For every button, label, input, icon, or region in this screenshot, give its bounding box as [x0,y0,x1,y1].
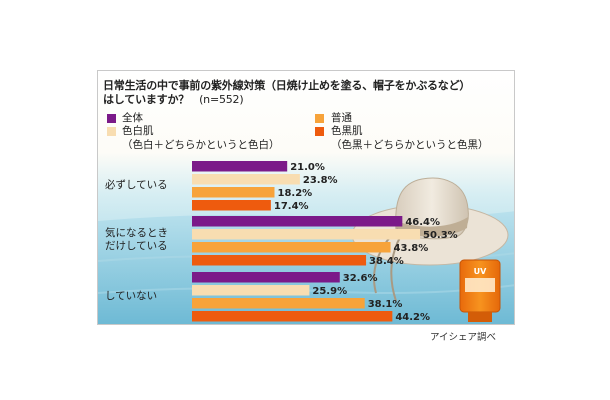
legend-sub-irojiro: （色白＋どちらかというと色白） [122,139,280,151]
sunscreen-tube-illustration: UV [459,259,501,322]
title-line-1: 日常生活の中で事前の紫外線対策（日焼け止めを塗る、帽子をかぶるなど） [103,79,471,92]
bar-3-3 [192,298,365,309]
bar-1-2 [192,174,300,185]
bar-3-1 [192,272,340,283]
bar-group: 21.0% 23.8% 18.2% 17.4% 46.4% 50.3% 43.8% 38.4%… [192,161,458,323]
data-label-2-4: 38.4% [369,256,404,267]
category-label-line: 必ずしている [105,178,168,191]
chart-frame: UV 21.0% 23.8% 18.2% 17.4% 46.4% 50.3% 43.8% 38… [97,70,515,325]
legend-swatch-futsu [315,114,324,123]
legend-swatch-irojiro [107,127,116,136]
data-label-2-1: 46.4% [405,217,440,228]
data-label-3-4: 44.2% [395,312,430,323]
chart-title: 日常生活の中で事前の紫外線対策（日焼け止めを塗る、帽子をかぶるなど） はしていま… [103,79,508,107]
legend-label-futsu: 普通 [331,112,352,124]
data-label-3-1: 32.6% [343,273,378,284]
data-label-2-2: 50.3% [423,230,458,241]
data-label-1-4: 17.4% [274,201,309,212]
source-credit: アイシェア調べ [430,332,497,343]
data-label-3-3: 38.1% [368,299,403,310]
category-label-line: だけしている [105,240,168,252]
sample-size: (n=552) [199,93,244,106]
legend-swatch-iroguro [315,127,324,136]
data-label-1-1: 21.0% [290,162,325,173]
bar-3-2 [192,285,310,296]
bar-1-4 [192,200,271,211]
legend-swatch-zentai [107,114,116,123]
bar-1-1 [192,161,288,172]
tube-label: UV [474,267,487,276]
title-line-2: はしていますか？ [103,93,190,106]
bar-3-4 [192,311,393,322]
data-label-1-3: 18.2% [277,188,312,199]
legend-label-irojiro: 色白肌 [122,125,154,137]
bar-2-4 [192,255,367,266]
legend-sub-iroguro: （色黒＋どちらかというと色黒） [331,139,489,151]
bar-1-3 [192,187,275,198]
category-label-line: していない [105,289,158,302]
data-label-2-3: 43.8% [394,243,429,254]
wave-line [98,284,514,294]
category-label-1: 必ずしている [105,179,168,192]
bar-2-1 [192,216,403,227]
chart-canvas: UV 21.0% 23.8% 18.2% 17.4% 46.4% 50.3% 43.8% 38… [98,71,514,324]
data-label-1-2: 23.8% [303,175,338,186]
legend-label-zentai: 全体 [122,112,143,124]
bar-2-3 [192,242,391,253]
category-label-3: していない [105,290,157,303]
category-label-2: 気になるとき だけしている [105,227,168,253]
bar-2-2 [192,229,420,240]
legend-label-iroguro: 色黒肌 [331,125,363,137]
data-label-3-2: 25.9% [312,286,347,297]
category-label-line: 気になるとき [105,227,168,239]
